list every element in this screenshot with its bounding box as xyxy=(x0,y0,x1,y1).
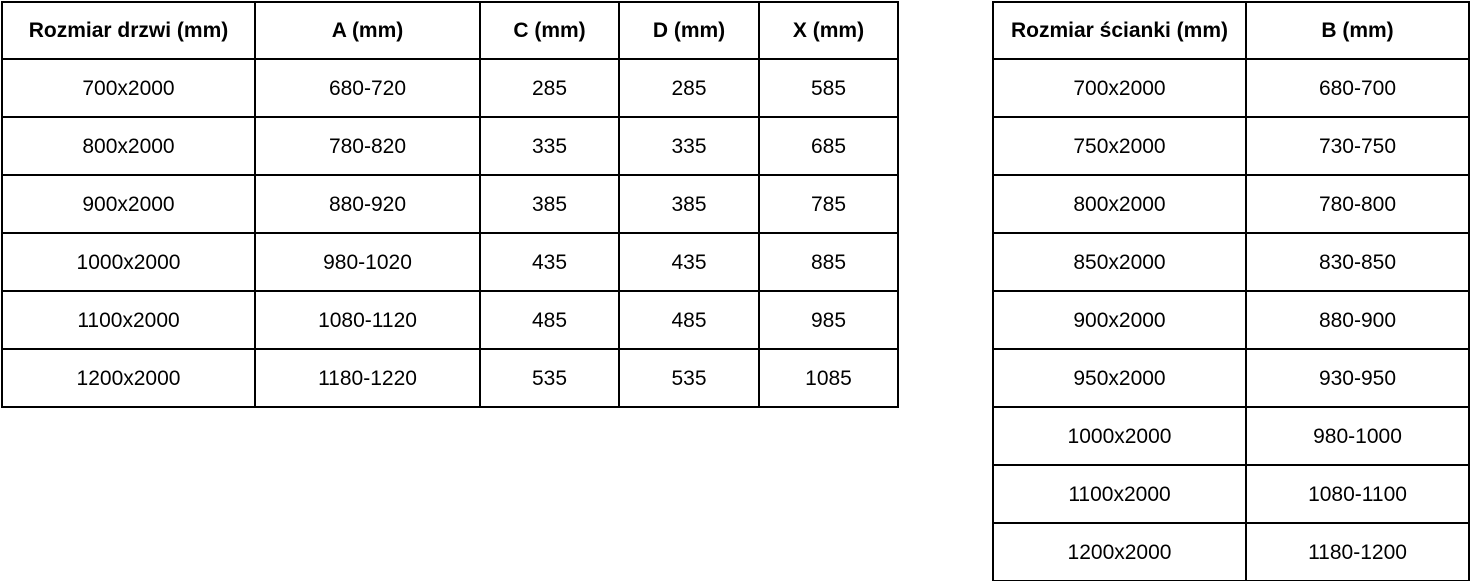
table-cell: 800x2000 xyxy=(992,174,1247,234)
header-row: Rozmiar ścianki (mm) B (mm) xyxy=(992,1,1470,60)
table-row: 900x2000 880-900 xyxy=(992,290,1470,350)
table-cell: 880-920 xyxy=(254,174,481,234)
table-row: 1200x2000 1180-1200 xyxy=(992,522,1470,581)
table-cell: 730-750 xyxy=(1245,116,1470,176)
table-cell: 685 xyxy=(758,116,899,176)
table-cell: 535 xyxy=(618,348,760,408)
table-cell: 285 xyxy=(618,58,760,118)
table-cell: 585 xyxy=(758,58,899,118)
wall-size-table: Rozmiar ścianki (mm) B (mm) 700x2000 680-7… xyxy=(992,1,1470,581)
table-row: 950x2000 930-950 xyxy=(992,348,1470,408)
table-cell: 780-820 xyxy=(254,116,481,176)
table-row: 900x2000 880-920 385 385 785 xyxy=(1,174,899,234)
table-row: 1200x2000 1180-1220 535 535 1085 xyxy=(1,348,899,408)
table-cell: 1100x2000 xyxy=(1,290,256,350)
table-row: 1100x2000 1080-1120 485 485 985 xyxy=(1,290,899,350)
column-header: Rozmiar drzwi (mm) xyxy=(1,1,256,60)
table-cell: 535 xyxy=(479,348,620,408)
column-header: X (mm) xyxy=(758,1,899,60)
table-cell: 880-900 xyxy=(1245,290,1470,350)
table-cell: 900x2000 xyxy=(992,290,1247,350)
column-header: A (mm) xyxy=(254,1,481,60)
wall-size-table-header: Rozmiar ścianki (mm) B (mm) xyxy=(992,1,1470,60)
table-cell: 680-720 xyxy=(254,58,481,118)
header-row: Rozmiar drzwi (mm) A (mm) C (mm) D (mm) X (m… xyxy=(1,1,899,60)
table-cell: 1200x2000 xyxy=(992,522,1247,581)
table-cell: 980-1020 xyxy=(254,232,481,292)
table-row: 700x2000 680-720 285 285 585 xyxy=(1,58,899,118)
table-cell: 285 xyxy=(479,58,620,118)
table-cell: 435 xyxy=(479,232,620,292)
table-cell: 900x2000 xyxy=(1,174,256,234)
door-size-table: Rozmiar drzwi (mm) A (mm) C (mm) D (mm) X (m… xyxy=(1,1,899,408)
table-cell: 335 xyxy=(618,116,760,176)
table-cell: 830-850 xyxy=(1245,232,1470,292)
table-cell: 700x2000 xyxy=(992,58,1247,118)
table-cell: 750x2000 xyxy=(992,116,1247,176)
column-header: D (mm) xyxy=(618,1,760,60)
table-row: 800x2000 780-820 335 335 685 xyxy=(1,116,899,176)
column-header: Rozmiar ścianki (mm) xyxy=(992,1,1247,60)
table-cell: 950x2000 xyxy=(992,348,1247,408)
door-size-table-body: 700x2000 680-720 285 285 585 800x2000 780-820 3… xyxy=(1,58,899,408)
table-cell: 980-1000 xyxy=(1245,406,1470,466)
table-cell: 700x2000 xyxy=(1,58,256,118)
column-header: C (mm) xyxy=(479,1,620,60)
wall-size-table-body: 700x2000 680-700 750x2000 730-750 800x2000 78… xyxy=(992,58,1470,581)
table-row: 1100x2000 1080-1100 xyxy=(992,464,1470,524)
column-header: B (mm) xyxy=(1245,1,1470,60)
table-cell: 1085 xyxy=(758,348,899,408)
table-row: 1000x2000 980-1020 435 435 885 xyxy=(1,232,899,292)
table-cell: 1080-1120 xyxy=(254,290,481,350)
table-cell: 435 xyxy=(618,232,760,292)
table-cell: 780-800 xyxy=(1245,174,1470,234)
table-row: 700x2000 680-700 xyxy=(992,58,1470,118)
table-row: 850x2000 830-850 xyxy=(992,232,1470,292)
table-cell: 335 xyxy=(479,116,620,176)
table-cell: 985 xyxy=(758,290,899,350)
door-size-table-header: Rozmiar drzwi (mm) A (mm) C (mm) D (mm) X (m… xyxy=(1,1,899,60)
table-cell: 1180-1200 xyxy=(1245,522,1470,581)
table-cell: 930-950 xyxy=(1245,348,1470,408)
table-row: 750x2000 730-750 xyxy=(992,116,1470,176)
table-cell: 1180-1220 xyxy=(254,348,481,408)
table-cell: 1080-1100 xyxy=(1245,464,1470,524)
table-cell: 1200x2000 xyxy=(1,348,256,408)
table-cell: 385 xyxy=(618,174,760,234)
table-cell: 680-700 xyxy=(1245,58,1470,118)
table-cell: 800x2000 xyxy=(1,116,256,176)
table-cell: 485 xyxy=(618,290,760,350)
table-cell: 1000x2000 xyxy=(992,406,1247,466)
table-cell: 785 xyxy=(758,174,899,234)
table-row: 800x2000 780-800 xyxy=(992,174,1470,234)
table-cell: 885 xyxy=(758,232,899,292)
table-cell: 850x2000 xyxy=(992,232,1247,292)
table-cell: 1100x2000 xyxy=(992,464,1247,524)
table-cell: 1000x2000 xyxy=(1,232,256,292)
table-cell: 385 xyxy=(479,174,620,234)
table-row: 1000x2000 980-1000 xyxy=(992,406,1470,466)
table-cell: 485 xyxy=(479,290,620,350)
